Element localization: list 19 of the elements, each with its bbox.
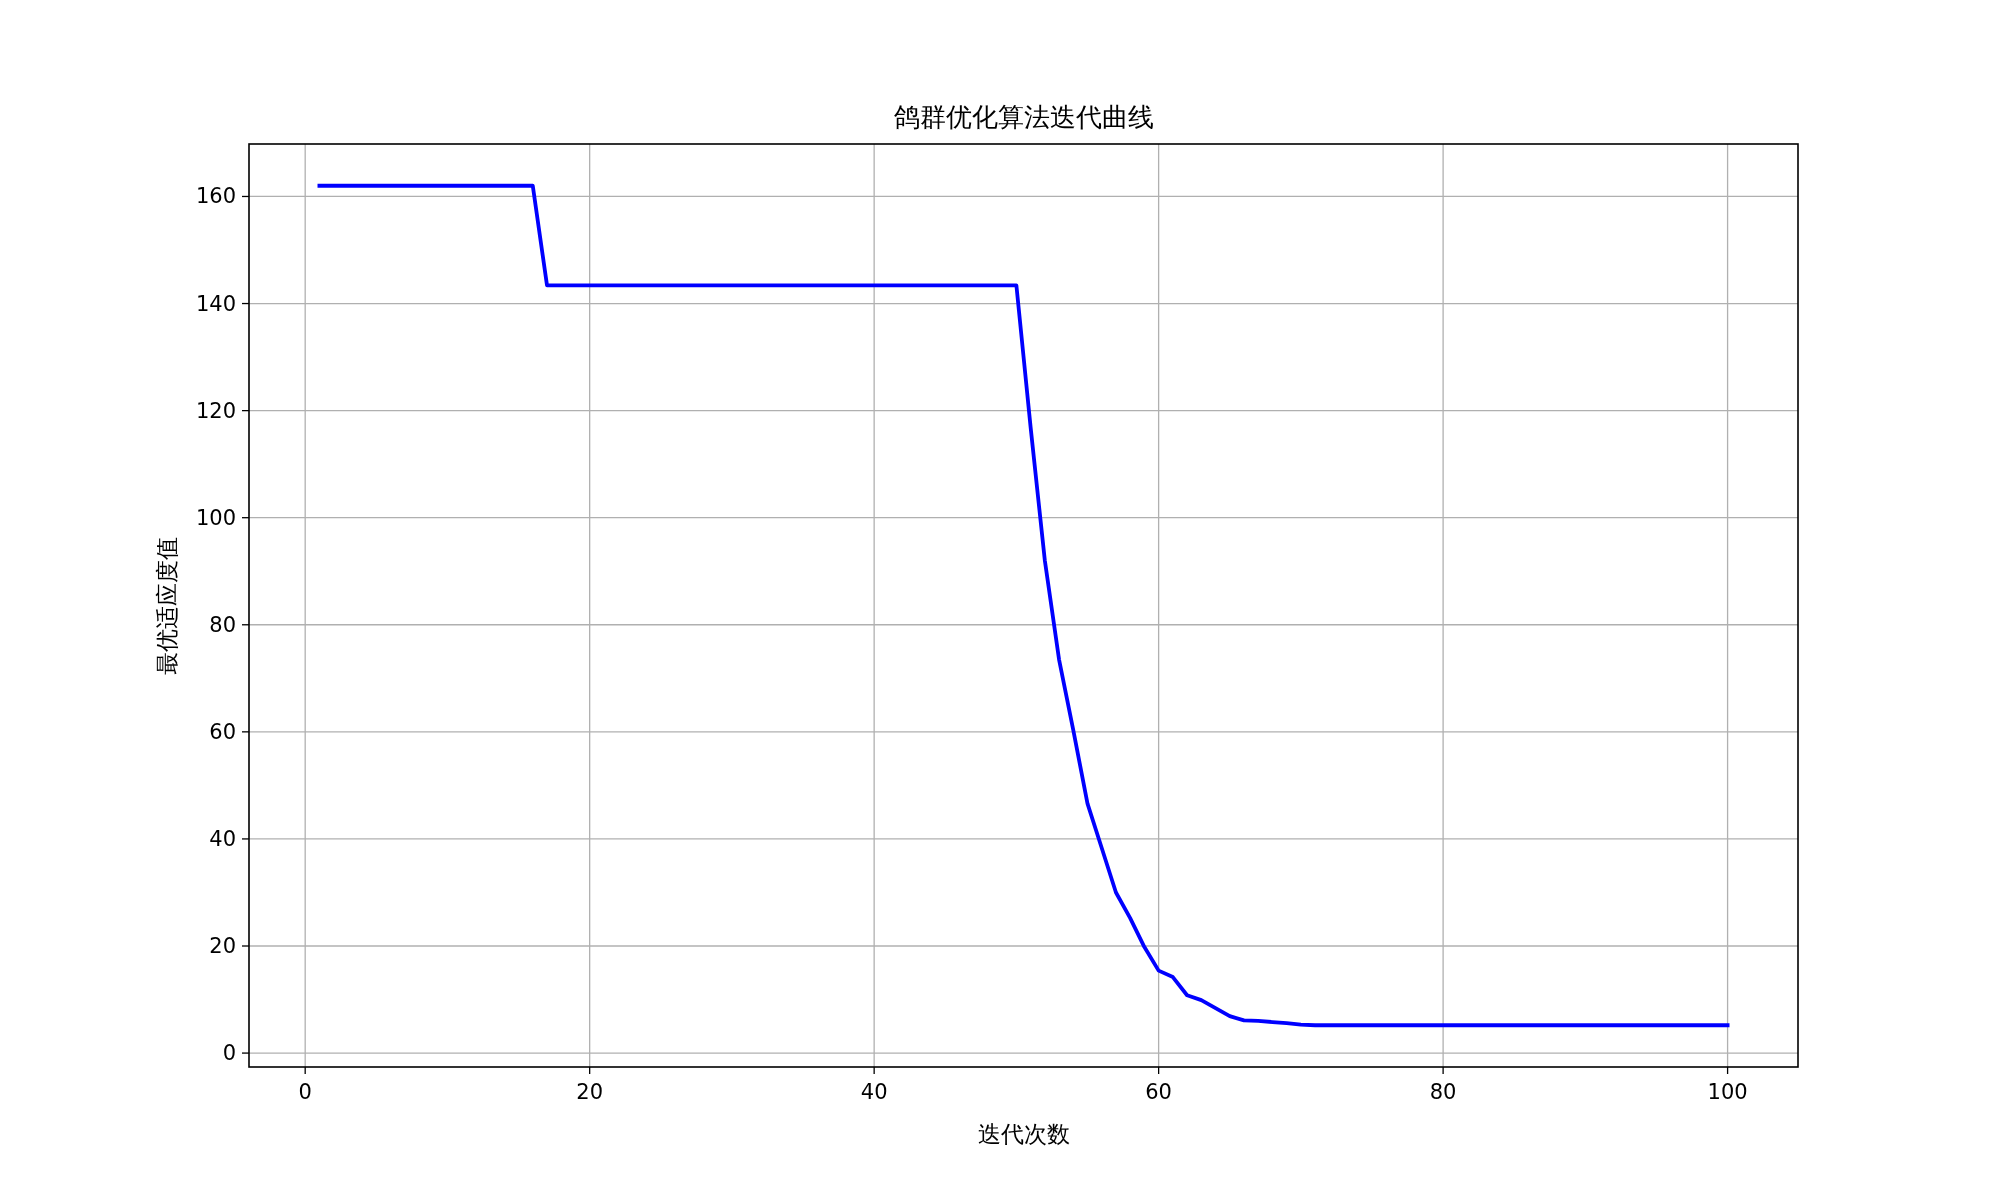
y-tick-label: 20	[209, 934, 236, 958]
x-tick-label: 20	[576, 1080, 604, 1104]
x-tick-label: 80	[1429, 1080, 1457, 1104]
y-tick-label: 160	[195, 184, 236, 209]
y-tick-label: 100	[195, 505, 236, 530]
x-tick-label: 100	[1707, 1080, 1748, 1104]
y-tick-label: 40	[209, 826, 236, 851]
y-axis-title: 最优适应度值	[154, 536, 180, 675]
y-tick-label: 120	[195, 398, 236, 423]
y-tick-label: 80	[209, 612, 236, 637]
x-tick-label: 40	[860, 1080, 888, 1104]
line-series	[317, 183, 1730, 1028]
y-tick-label: 140	[195, 291, 236, 316]
x-tick-label: 60	[1145, 1080, 1172, 1104]
x-axis-title: 迭代次数	[977, 1121, 1070, 1147]
y-tick-label: 60	[209, 719, 236, 744]
chart-title: 鸽群优化算法迭代曲线	[893, 102, 1154, 132]
y-tick-label: 0	[222, 1041, 236, 1066]
x-tick-label: 0	[298, 1080, 312, 1104]
